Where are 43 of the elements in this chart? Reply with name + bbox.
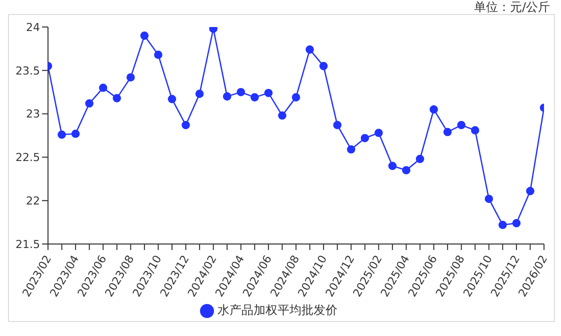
y-tick-label: 22: [26, 194, 40, 208]
point: [236, 88, 246, 96]
point: [470, 126, 480, 134]
point: [306, 45, 314, 54]
y-tick-label: 24: [26, 20, 40, 34]
point: [195, 90, 204, 98]
y-tick-label: 23.5: [16, 64, 40, 78]
point: [126, 73, 135, 82]
point: [457, 120, 466, 130]
point: [512, 219, 521, 228]
point: [250, 93, 259, 102]
point: [98, 84, 108, 92]
point: [388, 162, 397, 170]
y-tick-label: 22.5: [16, 151, 40, 164]
point: [430, 105, 438, 114]
y-tick-label: 23: [26, 108, 40, 121]
y-tick-label: 21.5: [16, 238, 40, 251]
point: [498, 220, 507, 230]
point: [292, 93, 300, 102]
point: [140, 32, 149, 40]
point: [416, 154, 424, 164]
point: [154, 50, 162, 59]
point: [278, 111, 286, 120]
point: [319, 62, 328, 70]
point: [443, 128, 452, 136]
point: [209, 27, 218, 33]
point: [58, 130, 66, 139]
point: [360, 134, 370, 142]
y-axis-title: 单位：元/公斤: [474, 0, 550, 16]
point: [526, 186, 534, 196]
point: [222, 92, 232, 101]
point: [374, 128, 383, 138]
point: [484, 194, 494, 204]
point: [112, 94, 122, 102]
point: [168, 94, 176, 104]
legend-label: 水产品加权平均批发价: [218, 303, 338, 317]
point: [182, 120, 190, 130]
point: [85, 99, 94, 108]
point: [333, 120, 342, 130]
point: [264, 88, 273, 98]
point: [71, 130, 80, 138]
point: [346, 145, 356, 154]
point: [402, 166, 410, 174]
